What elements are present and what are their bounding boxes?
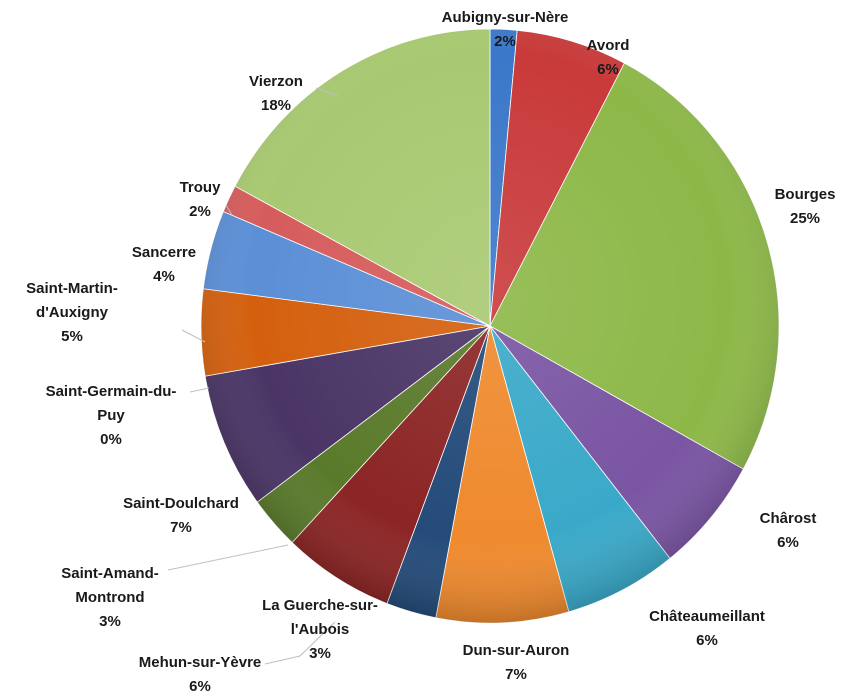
percent-label: 2% bbox=[494, 33, 516, 50]
category-label: Avord bbox=[587, 37, 630, 54]
data-label-aubigny-sur-nere: Aubigny-sur-Nère 2% bbox=[442, 9, 569, 50]
leader-line-vierzon bbox=[315, 87, 339, 97]
category-label: Vierzon bbox=[249, 73, 303, 90]
category-label: Saint-Amand- bbox=[61, 565, 159, 582]
data-label-saint-martin-d-auxigny: Saint-Martin-d'Auxigny 5% bbox=[26, 280, 118, 345]
category-label: Mehun-sur-Yèvre bbox=[139, 654, 262, 671]
percent-label: 3% bbox=[99, 613, 121, 630]
percent-label: 6% bbox=[777, 534, 799, 551]
data-label-mehun-sur-yevre: Mehun-sur-Yèvre 6% bbox=[139, 654, 262, 695]
percent-label: 3% bbox=[309, 645, 331, 662]
pie-slices bbox=[200, 28, 780, 624]
category-label: Bourges bbox=[775, 186, 836, 203]
percent-label: 6% bbox=[696, 632, 718, 649]
percent-label: 0% bbox=[100, 431, 122, 448]
percent-label: 7% bbox=[170, 519, 192, 536]
percent-label: 5% bbox=[61, 328, 83, 345]
leader-lines bbox=[167, 87, 339, 665]
category-label: Saint-Martin- bbox=[26, 280, 118, 297]
data-label-trouy: Trouy 2% bbox=[180, 179, 221, 220]
category-label: d'Auxigny bbox=[36, 304, 109, 321]
data-label-dun-sur-auron: Dun-sur-Auron 7% bbox=[463, 642, 570, 683]
percent-label: 6% bbox=[189, 678, 211, 695]
data-label-charost: Chârost 6% bbox=[760, 510, 817, 551]
data-label-bourges: Bourges 25% bbox=[775, 186, 836, 227]
data-label-sancerre: Sancerre 4% bbox=[132, 244, 196, 285]
percent-label: 4% bbox=[153, 268, 175, 285]
category-label: La Guerche-sur- bbox=[262, 597, 378, 614]
slice-labels: Aubigny-sur-Nère 2% Avord 6% Bourges 25% Châro… bbox=[26, 9, 835, 695]
percent-label: 2% bbox=[189, 203, 211, 220]
percent-label: 25% bbox=[790, 210, 820, 227]
category-label: Châteaumeillant bbox=[649, 608, 765, 625]
category-label: Dun-sur-Auron bbox=[463, 642, 570, 659]
percent-label: 6% bbox=[597, 61, 619, 78]
leader-line-saint-germain-du-puy bbox=[189, 387, 210, 393]
category-label: Montrond bbox=[75, 589, 144, 606]
data-label-la-guerche-sur-l-aubois: La Guerche-sur-l'Aubois 3% bbox=[262, 597, 378, 662]
leader-line-trouy bbox=[225, 204, 233, 216]
percent-label: 7% bbox=[505, 666, 527, 683]
category-label: Aubigny-sur-Nère bbox=[442, 9, 569, 26]
leader-line-mehun-sur-yevre bbox=[264, 621, 336, 665]
leader-line-saint-amand-montrond bbox=[167, 544, 289, 571]
category-label: Chârost bbox=[760, 510, 817, 527]
data-label-avord: Avord 6% bbox=[587, 37, 630, 78]
data-label-saint-amand-montrond: Saint-Amand- Montrond 3% bbox=[61, 565, 159, 630]
data-label-saint-doulchard: Saint-Doulchard 7% bbox=[123, 495, 239, 536]
data-label-chateaumeillant: Châteaumeillant 6% bbox=[649, 608, 765, 649]
category-label: Puy bbox=[97, 407, 125, 424]
leader-line-saint-martin-d-auxigny bbox=[181, 329, 206, 343]
category-label: Trouy bbox=[180, 179, 221, 196]
category-label: Saint-Germain-du- bbox=[46, 383, 177, 400]
category-label: l'Aubois bbox=[291, 621, 350, 638]
category-label: Saint-Doulchard bbox=[123, 495, 239, 512]
percent-label: 18% bbox=[261, 97, 291, 114]
category-label: Sancerre bbox=[132, 244, 196, 261]
data-label-vierzon: Vierzon 18% bbox=[249, 73, 303, 114]
data-label-saint-germain-du-puy: Saint-Germain-du- Puy 0% bbox=[46, 383, 177, 448]
